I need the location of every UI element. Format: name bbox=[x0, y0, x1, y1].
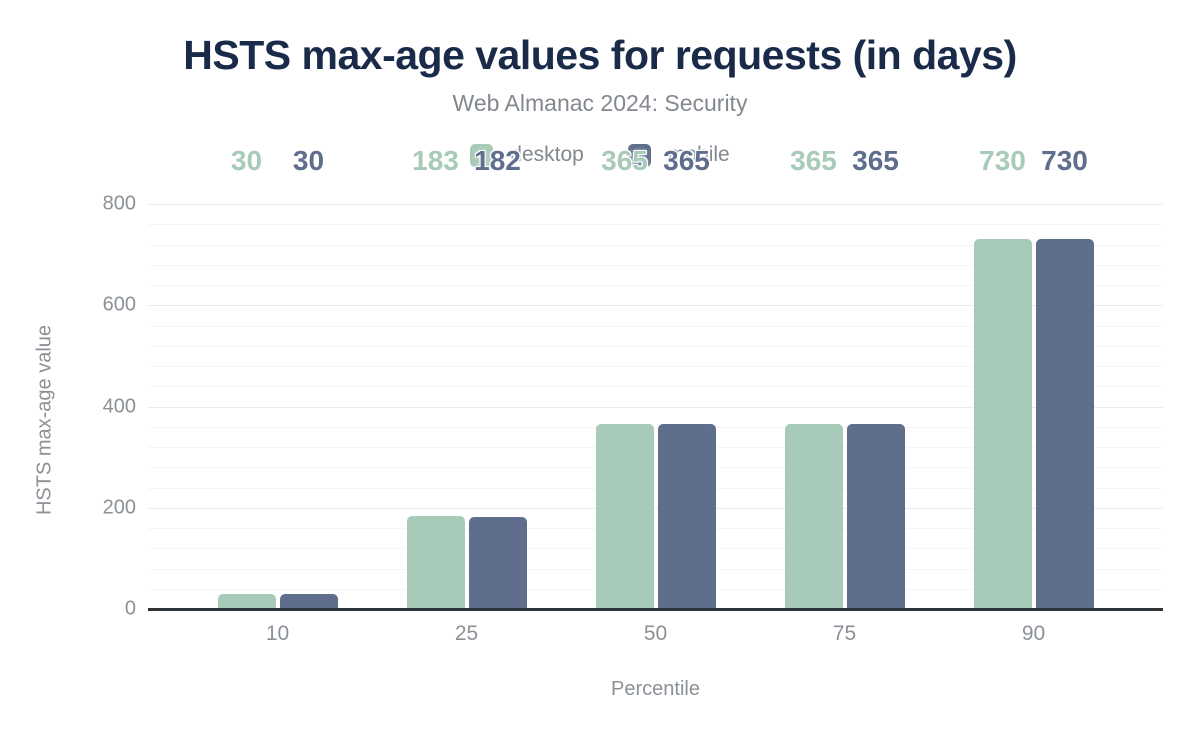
y-tick-label: 400 bbox=[102, 395, 136, 417]
gridline-minor bbox=[148, 548, 1163, 550]
gridline-minor bbox=[148, 264, 1163, 266]
bar-desktop-p90 bbox=[973, 239, 1032, 609]
chart-title: HSTS max-age values for requests (in day… bbox=[183, 32, 1017, 78]
gridline-minor bbox=[148, 244, 1163, 246]
x-axis-baseline bbox=[148, 608, 1163, 611]
gridline-minor bbox=[148, 426, 1163, 428]
bar-group-p90: 730 730 90 bbox=[973, 145, 1094, 645]
gridline-minor bbox=[148, 345, 1163, 347]
legend-label-desktop: desktop bbox=[510, 143, 584, 166]
bar-value-label-mobile-p75: 365 bbox=[852, 145, 899, 176]
chart-legend: desktop mobile bbox=[0, 143, 1200, 167]
gridline-minor bbox=[148, 325, 1163, 327]
bar-group-p50: 365 365 50 bbox=[595, 145, 716, 645]
bar-desktop-p10 bbox=[217, 593, 276, 609]
x-tick-label-50: 50 bbox=[643, 622, 668, 645]
bar-col-mobile-p25: 182 bbox=[468, 145, 527, 609]
bar-group-p25: 183 182 25 bbox=[406, 145, 527, 645]
gridline-minor bbox=[148, 285, 1163, 286]
bar-col-desktop-p90: 730 bbox=[973, 145, 1032, 609]
bar-value-label-desktop-p50: 365 bbox=[601, 145, 648, 176]
bar-desktop-p50 bbox=[595, 424, 654, 609]
y-tick-label: 0 bbox=[124, 597, 136, 620]
gridline-major bbox=[148, 305, 1163, 307]
legend-swatch-mobile-icon bbox=[627, 143, 651, 167]
bar-col-desktop-p75: 365 bbox=[784, 145, 843, 609]
bar-value-label-desktop-p10: 30 bbox=[230, 145, 263, 176]
gridline-major bbox=[148, 406, 1163, 408]
plot-area: 30 30 10 183 182 25 365 365 50 365 365 75 730 730 90 bbox=[148, 145, 1163, 645]
gridline-major bbox=[148, 507, 1163, 509]
x-axis-title: Percentile bbox=[611, 678, 700, 700]
x-tick-label-10: 10 bbox=[265, 622, 290, 645]
bar-desktop-p25 bbox=[406, 516, 465, 609]
gridline-minor bbox=[148, 528, 1163, 529]
gridline-minor bbox=[148, 366, 1163, 367]
bar-desktop-p75 bbox=[784, 424, 843, 609]
bar-col-mobile-p10: 30 bbox=[279, 145, 338, 609]
bar-value-label-desktop-p90: 730 bbox=[979, 145, 1026, 176]
bar-value-label-desktop-p25: 183 bbox=[412, 145, 459, 176]
y-axis-ticks: 0 200 400 600 800 bbox=[0, 193, 136, 620]
gridline-minor bbox=[148, 386, 1163, 388]
bar-mobile-p75 bbox=[846, 424, 905, 609]
x-tick-label-25: 25 bbox=[454, 622, 479, 645]
gridline-minor bbox=[148, 224, 1163, 226]
gridline-minor bbox=[148, 487, 1163, 489]
legend-label-mobile: mobile bbox=[667, 143, 730, 166]
x-tick-label-90: 90 bbox=[1021, 622, 1046, 645]
legend-swatch-desktop-icon bbox=[470, 143, 494, 167]
gridline-minor bbox=[148, 467, 1163, 469]
bar-group-p75: 365 365 75 bbox=[784, 145, 905, 645]
bar-mobile-p25 bbox=[468, 516, 527, 609]
gridline-minor bbox=[148, 588, 1163, 590]
bar-value-label-mobile-p25: 182 bbox=[474, 145, 521, 176]
y-tick-label: 600 bbox=[102, 293, 136, 316]
bar-col-desktop-p25: 183 bbox=[406, 145, 465, 609]
bar-col-mobile-p50: 365 bbox=[657, 145, 716, 609]
gridline-major bbox=[148, 204, 1163, 205]
bar-value-label-mobile-p10: 30 bbox=[292, 145, 325, 176]
bar-col-desktop-p10: 30 bbox=[217, 145, 276, 609]
chart-subtitle: Web Almanac 2024: Security bbox=[452, 90, 748, 116]
y-tick-label: 800 bbox=[102, 192, 136, 215]
bar-value-label-mobile-p90: 730 bbox=[1041, 145, 1088, 176]
bars-row: 30 30 10 183 182 25 365 365 50 365 365 75 730 730 90 bbox=[148, 145, 1163, 645]
bar-value-label-mobile-p50: 365 bbox=[663, 145, 710, 176]
bar-col-mobile-p90: 730 bbox=[1035, 145, 1094, 609]
bar-group-p10: 30 30 10 bbox=[217, 145, 338, 645]
bar-col-mobile-p75: 365 bbox=[846, 145, 905, 609]
bar-col-desktop-p50: 365 bbox=[595, 145, 654, 609]
legend-item-desktop: desktop bbox=[470, 143, 584, 167]
gridline-minor bbox=[148, 568, 1163, 570]
bar-value-label-desktop-p75: 365 bbox=[790, 145, 837, 176]
bar-mobile-p50 bbox=[657, 424, 716, 609]
gridline-minor bbox=[148, 447, 1163, 448]
bar-mobile-p90 bbox=[1035, 239, 1094, 609]
x-tick-label-75: 75 bbox=[832, 622, 857, 645]
bar-mobile-p10 bbox=[279, 593, 338, 609]
legend-item-mobile: mobile bbox=[627, 143, 730, 167]
y-tick-label: 200 bbox=[102, 496, 136, 519]
